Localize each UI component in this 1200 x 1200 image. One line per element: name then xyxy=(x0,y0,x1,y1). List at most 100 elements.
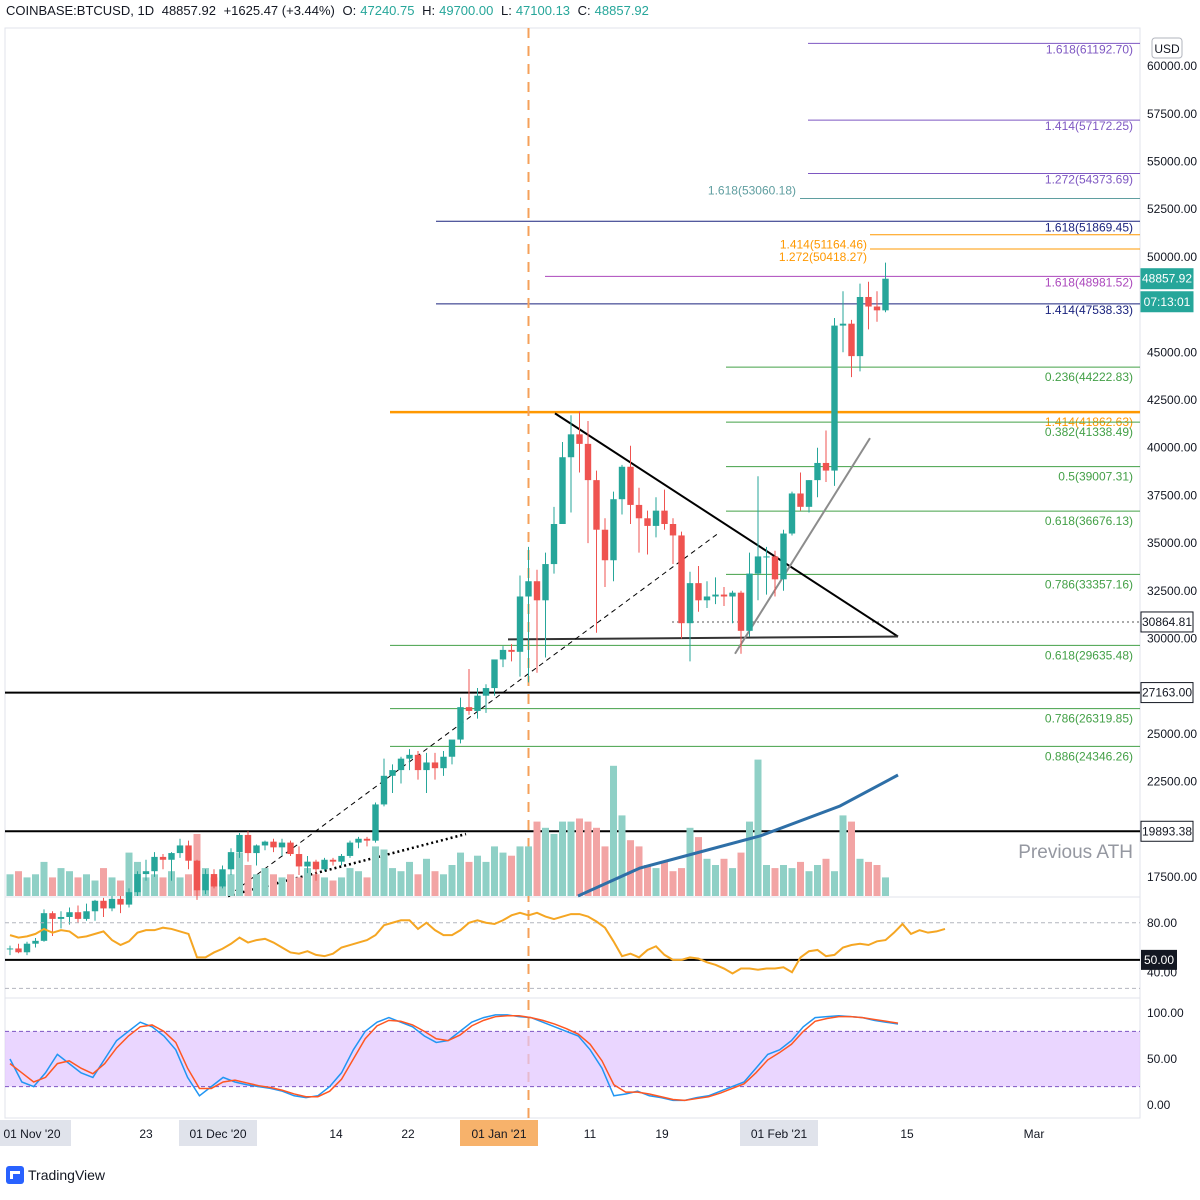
currency-badge[interactable]: USD xyxy=(1154,42,1180,56)
volume-bar xyxy=(805,871,813,896)
fib-level-label: 0.382(41338.49) xyxy=(1045,425,1133,439)
volume-bar xyxy=(584,821,592,896)
volume-bar xyxy=(669,871,677,896)
candle-body xyxy=(465,707,473,711)
volume-bar xyxy=(312,874,320,896)
candle-body xyxy=(32,940,39,944)
volume-bar xyxy=(848,821,855,896)
volume-bar xyxy=(729,868,736,896)
volume-bar xyxy=(839,815,847,896)
time-axis-tick: 01 Jan '21 xyxy=(471,1127,526,1141)
volume-bar xyxy=(57,868,65,896)
price-tag-box xyxy=(1140,611,1194,633)
close-value: 48857.92 xyxy=(594,3,649,18)
volume-bar xyxy=(159,877,167,896)
x-axis-highlight xyxy=(460,1120,538,1146)
price-tag-box xyxy=(1140,291,1194,313)
fib-level-label: 1.414(51164.46) xyxy=(780,238,867,252)
price-axis-tick: 25000.00 xyxy=(1147,727,1197,741)
candle-body xyxy=(49,913,56,919)
volume-bar xyxy=(593,827,600,896)
volume-bar xyxy=(270,874,277,896)
tradingview-logo[interactable]: TradingView xyxy=(6,1166,105,1184)
candle-body xyxy=(567,434,575,458)
price-axis-tick: 37500.00 xyxy=(1147,488,1197,502)
volume-bar xyxy=(550,834,558,896)
fib-level-label: 1.272(50418.27) xyxy=(779,250,867,264)
price-tag: 07:13:01 xyxy=(1144,295,1191,309)
candle-body xyxy=(380,775,388,805)
fib-level-label: 0.886(24346.26) xyxy=(1045,749,1133,763)
candle-body xyxy=(253,845,260,854)
fib-level-label: 1.414(57172.25) xyxy=(1045,119,1133,133)
candle-body xyxy=(822,462,830,471)
volume-bar xyxy=(525,846,532,896)
candle-body xyxy=(423,762,430,771)
moving-average-line xyxy=(577,773,899,898)
volume-bar xyxy=(516,846,524,896)
fib-level-label: 1.618(48981.52) xyxy=(1045,275,1133,289)
volume-bar xyxy=(601,846,609,896)
fib-level-label: 1.272(54373.69) xyxy=(1045,172,1133,186)
candle-body xyxy=(57,916,65,919)
fib-level-label: 0.786(33357.16) xyxy=(1045,577,1133,591)
fib-level-label: 0.5(39007.31) xyxy=(1058,470,1133,484)
time-axis-tick: 11 xyxy=(584,1127,597,1141)
time-axis-tick: 23 xyxy=(139,1127,153,1141)
candle-body xyxy=(831,325,838,471)
candle-body xyxy=(618,466,626,500)
volume-bar xyxy=(465,861,473,896)
candle-body xyxy=(499,649,507,660)
volume-bar xyxy=(74,877,82,896)
candle-body xyxy=(414,754,422,771)
rsi-tag-box xyxy=(1141,949,1177,970)
candle-body xyxy=(372,804,379,841)
candle-body xyxy=(627,466,634,505)
price-axis-tick: 55000.00 xyxy=(1147,155,1197,169)
candle-body xyxy=(83,911,90,919)
volume-bar xyxy=(227,874,235,896)
volume-bar xyxy=(457,852,464,896)
price-axis-tick: 52500.00 xyxy=(1147,202,1197,216)
volume-bar xyxy=(797,861,804,896)
volume-bar xyxy=(788,868,796,896)
candle-body xyxy=(474,695,481,711)
price-axis-tick: 42500.00 xyxy=(1147,393,1197,407)
volume-bar xyxy=(389,868,396,896)
candle-body xyxy=(865,296,872,307)
volume-bar xyxy=(40,861,48,896)
candle-body xyxy=(202,874,209,891)
candle-body xyxy=(185,845,192,861)
volume-bar xyxy=(610,765,617,896)
volume-bar xyxy=(261,868,269,896)
low-label: L: xyxy=(500,3,512,18)
stoch-d-line xyxy=(9,1015,899,1102)
volume-bar xyxy=(474,855,481,896)
candle-body xyxy=(542,564,549,601)
fib-level-label: 1.618(53060.18) xyxy=(708,184,796,198)
volume-bar xyxy=(448,865,456,896)
volume-bar xyxy=(491,846,498,896)
volume-bar xyxy=(355,871,362,896)
candle-body xyxy=(720,594,728,597)
volume-bar xyxy=(814,865,821,896)
candle-body xyxy=(142,871,150,875)
volume-bar xyxy=(125,852,133,896)
volume-bar xyxy=(771,868,779,896)
time-axis-tick: 01 Dec '20 xyxy=(190,1127,247,1141)
x-axis-highlight xyxy=(179,1120,257,1146)
dashed-trendline xyxy=(227,533,719,897)
candle-body xyxy=(261,841,269,846)
volume-bar xyxy=(244,865,252,896)
candle-body xyxy=(839,323,847,326)
candle-body xyxy=(873,306,881,311)
candle-body xyxy=(134,874,141,893)
fib-level-label: 0.618(36676.13) xyxy=(1045,514,1133,528)
price-tag: 27163.00 xyxy=(1142,686,1192,700)
candle-body xyxy=(244,834,252,854)
candle-body xyxy=(593,480,600,530)
volume-bar xyxy=(618,815,626,896)
currency-badge-box[interactable] xyxy=(1151,37,1183,59)
chart-canvas[interactable]: 1.618(61192.70) 1.414(57172.25) 1.272(5437… xyxy=(0,0,1200,1160)
volume-bar xyxy=(737,852,745,896)
